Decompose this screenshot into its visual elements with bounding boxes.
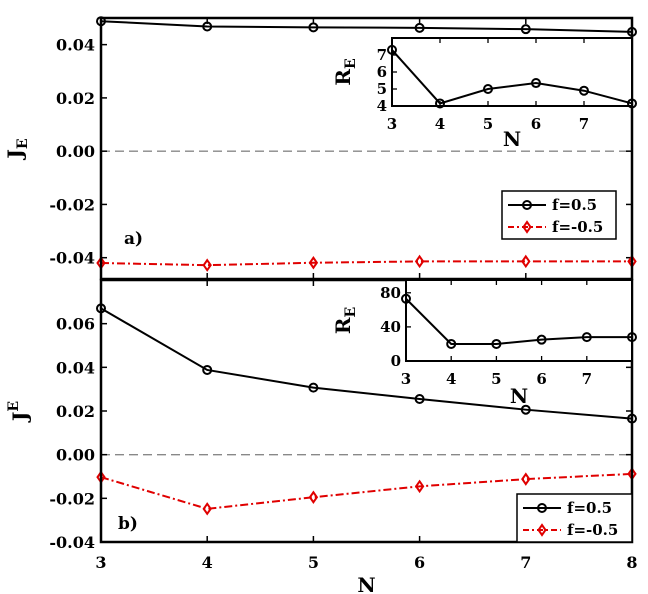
panel-b-ytick-label-3: 0.00 — [56, 446, 95, 465]
panel-a-legend — [501, 190, 617, 240]
panel-b-xtick-label-0: 3 — [95, 553, 106, 572]
panel-b-legend — [516, 493, 633, 543]
panel-b-ylabel-main: J — [8, 412, 32, 423]
panel-b-ylabel: JE — [6, 401, 32, 423]
panel-a-inset-series-0-line — [391, 49, 633, 105]
panel-b-series-0-point-3 — [414, 393, 425, 404]
panel-b-legend-marker-1 — [537, 523, 547, 537]
panel-a-legend-entry-0: f=0.5 — [552, 196, 597, 214]
panel-b-inset-series-0-line — [405, 298, 632, 345]
panel-b-xtick-label-4: 7 — [520, 553, 531, 572]
panel-a-ytick-label-0: 0.04 — [56, 36, 95, 55]
panel-b-inset-series-0-point-4 — [581, 332, 592, 343]
panel-b-ylabel-sub: E — [6, 401, 22, 412]
panel-a-inset-ytick-label-2: 6 — [377, 63, 387, 81]
panel-a-ytick-label-2: 0.00 — [56, 142, 95, 161]
panel-a-series-0-point-3 — [414, 22, 425, 33]
panel-b-xtick-label-2: 5 — [308, 553, 319, 572]
panel-a-ytick-label-4: -0.04 — [49, 249, 95, 268]
panel-b-series-1-line — [100, 472, 633, 510]
panel-b-inset-xlabel: N — [510, 384, 528, 408]
panel-a-series-0-line — [100, 20, 633, 33]
panel-b-xtick-label-5: 8 — [626, 553, 637, 572]
panel-b-inset-ylabel-sub: E — [343, 307, 359, 318]
panel-b-legend-entry-0: f=0.5 — [567, 499, 612, 517]
panel-b-inset-ytick-label-1: 40 — [380, 318, 401, 336]
panel-b-ytick-label-0: 0.06 — [56, 315, 95, 334]
panel-b-frame — [99, 278, 634, 544]
panel-b-inset-ytick-label-2: 80 — [380, 284, 401, 302]
panel-a-inset-xtick-label-2: 5 — [483, 115, 493, 133]
panel-b-inset-frame — [405, 279, 633, 362]
panel-a-inset-ytick-label-3: 7 — [377, 46, 387, 64]
panel-a-inset-xtick-label-4: 7 — [579, 115, 589, 133]
panel-a-ytick-label-3: -0.02 — [49, 195, 95, 214]
panel-a-inset-series-0-point-4 — [579, 85, 589, 96]
panel-b-series-0-point-2 — [308, 382, 319, 393]
panel-a-legend-entry-1: f=-0.5 — [552, 218, 603, 236]
panel-a-inset-bg — [392, 38, 632, 106]
panel-a-series-1-point-4 — [521, 254, 531, 269]
panel-a-series-0-point-1 — [202, 21, 213, 32]
panel-b-series-0-point-4 — [520, 404, 531, 415]
panel-a-ylabel: JE — [3, 138, 31, 160]
panel-a-series-1-point-2 — [308, 256, 319, 270]
panel-a-series-1-point-1 — [202, 258, 212, 272]
panel-b-inset-xtick-label-3: 6 — [536, 370, 546, 388]
panel-a-inset-xtick-label-0: 3 — [387, 115, 397, 133]
panel-b-inset-ytick-label-0: 0 — [391, 352, 401, 370]
panel-b-series-1-point-4 — [521, 472, 531, 486]
panel-a-inset-ylabel-sub: E — [343, 58, 359, 69]
panel-b-ytick-label-4: -0.02 — [49, 489, 95, 508]
panel-a-series-1-line — [100, 260, 632, 267]
panel-a-ylabel-sub: E — [15, 138, 31, 149]
panel-b-legend-marker-0 — [537, 503, 547, 513]
panel-a-label: a) — [124, 229, 143, 249]
panel-a-inset-series-0-point-2 — [483, 84, 493, 94]
panel-a-inset-ylabel: RE — [331, 58, 359, 85]
panel-b-series-1-point-1 — [202, 502, 212, 516]
panel-a-series-0-point-2 — [308, 22, 319, 33]
panel-a-series-0-point-4 — [520, 24, 531, 35]
panel-a-legend-marker-0 — [522, 200, 532, 210]
panel-a-inset-ylabel-main: R — [331, 69, 355, 86]
panel-b-inset-series-0-point-2 — [491, 338, 502, 349]
panel-b-inset-xtick-label-2: 5 — [491, 370, 501, 388]
panel-a-inset-ytick-label-0: 4 — [377, 97, 387, 115]
panel-b-series-1-point-2 — [308, 490, 319, 504]
panel-b-inset-xtick-label-1: 4 — [446, 370, 456, 388]
panel-b-xtick-label-3: 6 — [414, 553, 425, 572]
panel-a-legend-marker-1 — [522, 220, 532, 234]
panel-a-series-1-point-3 — [414, 254, 425, 269]
panel-b-inset-series-0-point-1 — [446, 338, 457, 349]
panel-b-legend-entry-1: f=-0.5 — [567, 521, 618, 539]
panel-b-inset-bg — [406, 280, 632, 361]
panel-b-ytick-label-5: -0.04 — [49, 533, 95, 552]
panel-a-ytick-label-1: 0.02 — [56, 89, 95, 108]
panel-b-series-0-line — [100, 307, 633, 420]
panel-b-ytick-label-2: 0.02 — [56, 402, 95, 421]
panel-b-series-1-point-3 — [414, 479, 425, 494]
panel-a-inset-series-0-point-1 — [435, 98, 445, 109]
panel-b-label: b) — [118, 514, 138, 534]
panel-a-inset-xtick-label-3: 6 — [531, 115, 541, 133]
panel-a-inset-xtick-label-1: 4 — [435, 115, 445, 133]
panel-a-ylabel-main: J — [3, 149, 27, 160]
panel-a-inset-series-0-point-3 — [531, 78, 541, 89]
panel-a-inset-xlabel: N — [503, 127, 521, 151]
panel-b-inset-ylabel: RE — [331, 307, 359, 334]
panel-a-inset-ytick-label-1: 5 — [377, 80, 387, 98]
panel-b-inset-xtick-label-0: 3 — [401, 370, 411, 388]
panel-b-xlabel: N — [357, 573, 375, 594]
panel-b-series-0-point-1 — [202, 364, 213, 375]
panel-b-inset-xtick-label-4: 7 — [582, 370, 592, 388]
panel-b-inset-series-0-point-3 — [536, 334, 547, 345]
panel-b-inset-ylabel-main: R — [331, 317, 355, 334]
panel-b-xtick-label-1: 4 — [202, 553, 213, 572]
panel-b-ytick-label-1: 0.04 — [56, 358, 95, 377]
